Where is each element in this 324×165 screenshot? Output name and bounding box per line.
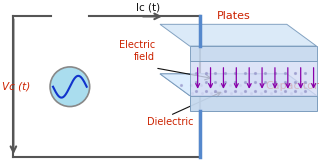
Text: Vc (t): Vc (t) bbox=[3, 82, 31, 92]
Text: Ic (t): Ic (t) bbox=[136, 2, 160, 12]
Polygon shape bbox=[160, 74, 317, 96]
Polygon shape bbox=[160, 74, 317, 96]
Polygon shape bbox=[190, 46, 317, 61]
Text: Electric
field: Electric field bbox=[119, 40, 155, 62]
Text: Plates: Plates bbox=[216, 11, 250, 21]
Polygon shape bbox=[190, 61, 317, 96]
Circle shape bbox=[50, 67, 90, 107]
Text: Dielectric: Dielectric bbox=[147, 117, 193, 127]
Text: Capacitor: Capacitor bbox=[265, 81, 318, 91]
Polygon shape bbox=[190, 96, 317, 111]
Polygon shape bbox=[160, 24, 317, 46]
